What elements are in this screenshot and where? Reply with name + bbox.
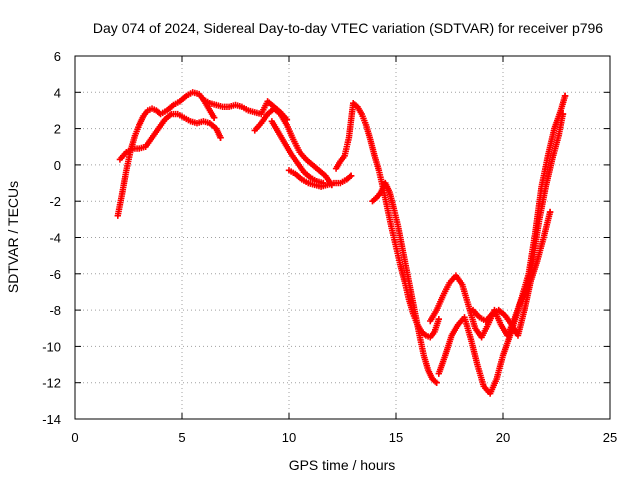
x-tick-label: 15 [389, 430, 403, 445]
data-point [210, 114, 218, 121]
y-tick-label: -10 [42, 339, 61, 354]
series-track-b [116, 110, 224, 163]
series-track-i [435, 92, 569, 397]
data-point [347, 172, 355, 179]
axis-ticks: 0 5 10 15 20 25 -14 -12 -10 -8 -6 -4 -2 0 2 4 6 [42, 49, 617, 445]
chart-title: Day 074 of 2024, Sidereal Day-to-day VTE… [93, 20, 603, 36]
y-tick-label: -14 [42, 412, 61, 427]
y-tick-label: -4 [49, 231, 61, 246]
data-point [546, 208, 554, 216]
y-axis-label: SDTVAR / TECUs [5, 181, 21, 293]
x-tick-label: 0 [71, 430, 78, 445]
series-track-d [251, 105, 335, 189]
y-tick-label: -2 [49, 194, 61, 209]
x-axis-label: GPS time / hours [289, 457, 396, 473]
series-track-f [285, 167, 355, 190]
series-track-k [469, 208, 554, 339]
y-tick-label: -8 [49, 303, 61, 318]
x-tick-label: 20 [496, 430, 510, 445]
data-point [435, 315, 442, 323]
x-tick-label: 25 [603, 430, 617, 445]
y-tick-label: -6 [49, 267, 61, 282]
y-tick-label: 6 [54, 49, 61, 64]
data-point [559, 110, 567, 118]
series-track-j [427, 110, 567, 341]
data-points [114, 89, 569, 397]
y-tick-label: 4 [54, 85, 61, 100]
y-tick-label: 0 [54, 158, 61, 173]
data-point [433, 379, 440, 386]
series-track-a [114, 89, 218, 219]
x-tick-label: 5 [178, 430, 185, 445]
series-track-h [369, 179, 440, 386]
series-track-e [268, 118, 327, 187]
data-point [217, 134, 224, 141]
series-track-g [332, 99, 442, 341]
x-tick-label: 10 [282, 430, 296, 445]
y-tick-label: 2 [54, 122, 61, 137]
data-point [561, 92, 569, 100]
y-tick-label: -12 [42, 376, 61, 391]
